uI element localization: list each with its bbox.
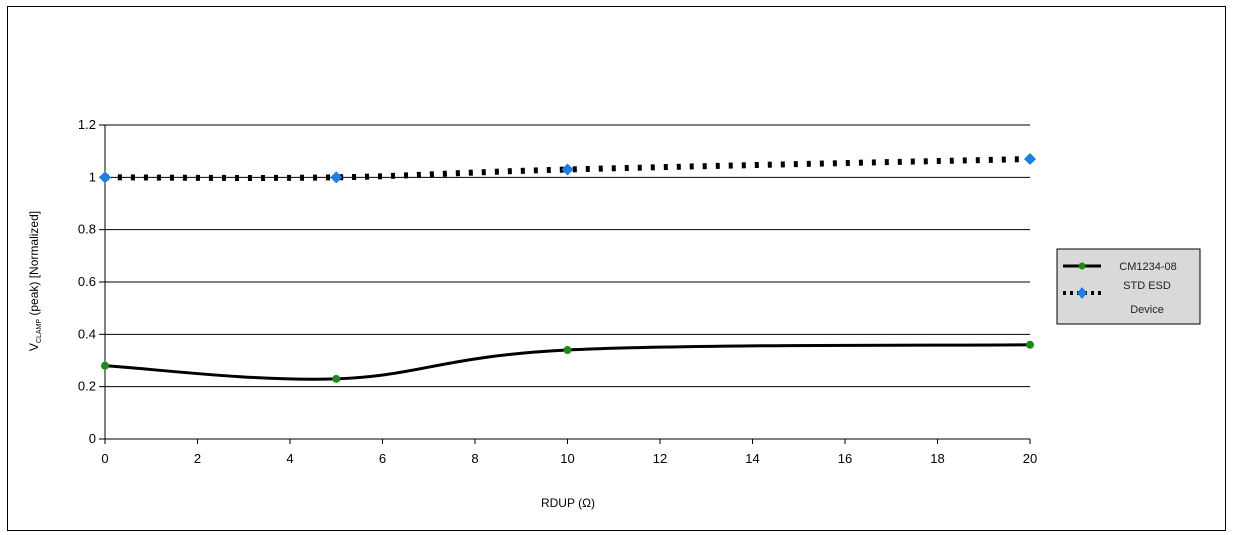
series-1-point-0	[99, 171, 111, 184]
x-tick-label-9: 18	[930, 451, 944, 466]
y-tick-label-6: 1.2	[78, 117, 96, 132]
x-tick-label-10: 20	[1023, 451, 1037, 466]
y-tick-label-4: 0.8	[78, 222, 96, 237]
legend-marker-std-esd-device	[1077, 287, 1087, 299]
series-layer	[99, 153, 1036, 383]
legend-label-std-esd-device-line2: Device	[1130, 304, 1164, 316]
y-axis-title-rest: (peak) [Normalized]	[27, 211, 41, 319]
series-0-point-2	[563, 346, 572, 355]
y-axis-title: VCLAMP (peak) [Normalized]	[27, 211, 43, 351]
x-tick-label-3: 6	[379, 451, 386, 466]
series-line-1	[104, 156, 1031, 181]
x-tick-label-0: 0	[101, 451, 108, 466]
series-line-0	[104, 343, 1031, 381]
x-tick-label-8: 16	[838, 451, 852, 466]
y-tick-label-3: 0.6	[78, 274, 96, 289]
y-axis-title-subscript: CLAMP	[36, 319, 43, 343]
legend-label-std-esd-device-line1: STD ESD	[1123, 280, 1171, 292]
x-tick-label-2: 4	[286, 451, 293, 466]
series-1-point-3	[1024, 153, 1036, 166]
y-tick-label-1: 0.2	[78, 379, 96, 394]
y-tick-label-0: 0	[89, 431, 96, 446]
series-0-point-0	[101, 361, 109, 370]
chart-frame	[7, 6, 1226, 531]
legend-marker-cm1234-08	[1078, 262, 1086, 270]
x-axis-title: RDUP (Ω)	[541, 496, 595, 510]
legend-label-cm1234-08: CM1234-08	[1119, 261, 1176, 273]
series-1-point-2	[561, 163, 574, 176]
x-tick-label-6: 12	[653, 451, 667, 466]
series-1-point-1	[330, 171, 343, 184]
x-tick-label-4: 8	[471, 451, 478, 466]
y-axis-title-main: V	[27, 343, 41, 351]
tick-labels: 0 0.2 0.4 0.6 0.8 1 1.2 0 2 4 6 8 10 12 14 16 18 20	[78, 117, 1037, 466]
legend: CM1234-08 STD ESD Device	[1056, 248, 1201, 325]
legend-box	[1056, 248, 1201, 325]
series-0-point-3	[1026, 340, 1034, 349]
x-tick-label-7: 14	[745, 451, 759, 466]
x-tick-label-5: 10	[560, 451, 574, 466]
x-tick-label-1: 2	[194, 451, 201, 466]
y-tick-label-5: 1	[89, 169, 96, 184]
y-tick-label-2: 0.4	[78, 326, 96, 341]
gridlines	[105, 124, 1030, 388]
axes	[99, 124, 1031, 444]
series-0-point-1	[332, 374, 341, 383]
